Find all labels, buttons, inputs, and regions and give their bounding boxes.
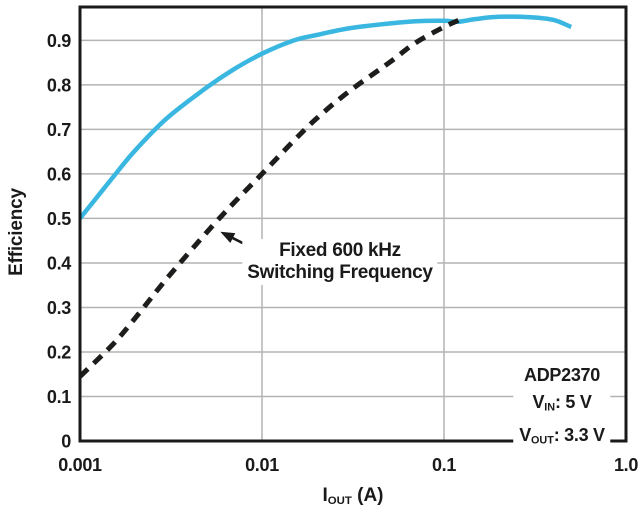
x-tick-label-0.1: 0.1 (432, 455, 456, 475)
x-tick-label-0.001: 0.001 (58, 455, 102, 475)
callout-arrowhead (220, 231, 236, 243)
x-tick-label-1.0: 1.0 (614, 455, 638, 475)
series-unlabeled-solid-curve (78, 14, 573, 220)
y-tick-label-0.5: 0.5 (47, 209, 71, 229)
y-tick-label-0.9: 0.9 (47, 31, 71, 51)
x-axis-title: IOUT (A) (323, 485, 384, 507)
callout-line-2: Switching Frequency (247, 262, 433, 283)
part-info-line-1: ADP2370 (519, 362, 604, 389)
part-info-line-1-seg-0: ADP2370 (524, 365, 600, 385)
callout-line-1: Fixed 600 kHz (279, 240, 401, 261)
part-info-box: ADP2370 VIN: 5 V VOUT: 3.3 V (513, 360, 611, 457)
y-tick-label-0.2: 0.2 (47, 342, 71, 362)
part-info-line-2: VIN: 5 V (519, 389, 604, 422)
part-info-line-3-seg-2: : 3.3 V (553, 424, 605, 445)
y-tick-label-0.7: 0.7 (47, 120, 71, 140)
annotation-callout: Fixed 600 kHz Switching Frequency (242, 239, 438, 285)
y-tick-label-0.8: 0.8 (47, 75, 71, 95)
x-axis-title-seg-1: OUT (327, 494, 352, 507)
y-tick-label-0.6: 0.6 (47, 164, 71, 184)
y-tick-label-0.4: 0.4 (47, 253, 71, 273)
y-tick-label-0: 0 (61, 432, 71, 452)
x-axis-title-seg-2: (A) (351, 485, 384, 506)
y-tick-label-0.3: 0.3 (47, 298, 71, 318)
part-info-line-2-seg-2: : 5 V (555, 392, 592, 412)
part-info-line-3-seg-0: V (519, 424, 531, 445)
x-axis-title-seg-0: I (322, 485, 328, 506)
part-info-line-3-seg-1: OUT (530, 434, 554, 447)
x-tick-label-0.01: 0.01 (245, 455, 279, 475)
part-info-line-2-seg-0: V (532, 392, 545, 412)
y-tick-label-0.1: 0.1 (47, 387, 71, 407)
plot-frame (78, 5, 628, 443)
y-axis-title: Efficiency (6, 188, 27, 276)
series-fixed-600khz-dashed-curve (78, 18, 460, 379)
part-info-line-3: VOUT: 3.3 V (519, 422, 605, 455)
part-info-line-2-seg-1: IN (544, 401, 556, 414)
